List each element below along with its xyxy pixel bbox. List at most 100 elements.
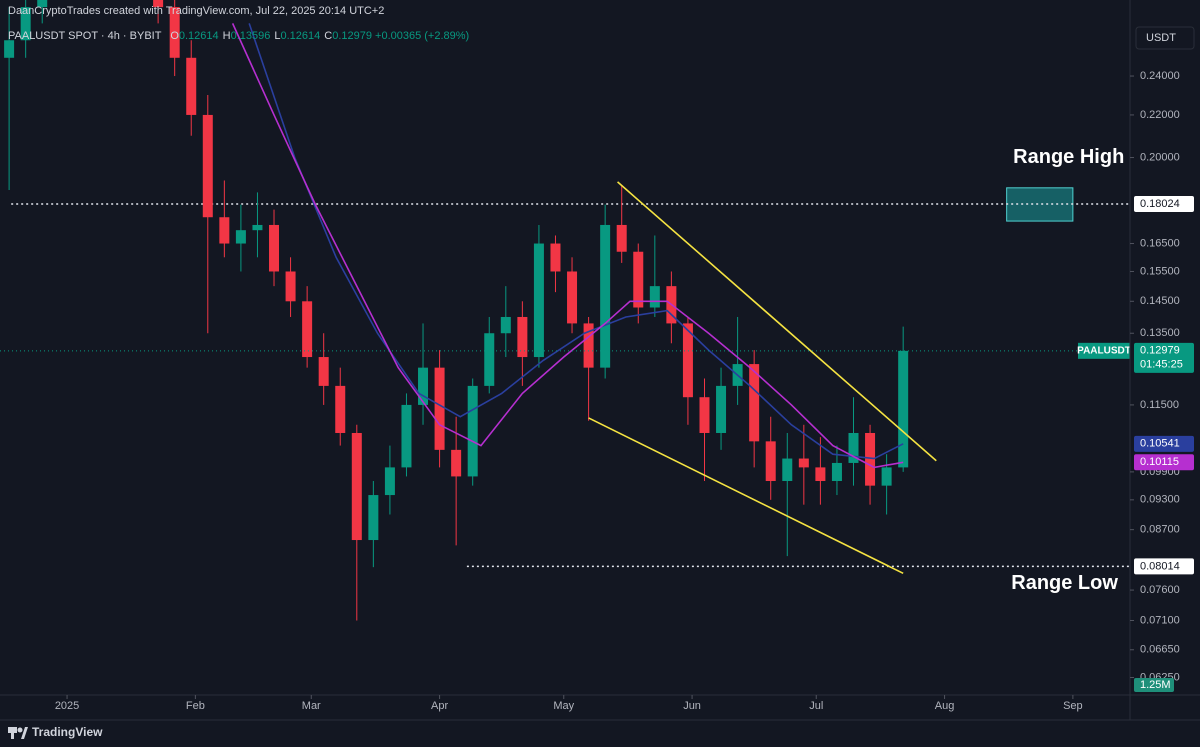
ohlc-key: L — [274, 30, 281, 42]
price-axis: 0.24000 0.22000 0.20000 0.16500 0.15500 0.145… — [0, 0, 1200, 720]
ohlc-value: 0.12614 — [280, 30, 321, 42]
x-tick-label: Feb — [186, 700, 205, 712]
candle-body — [235, 230, 246, 244]
x-tick-label: 2025 — [55, 700, 79, 712]
ohlc-value: 0.13596 — [230, 30, 271, 42]
annotation: Range Low — [1011, 572, 1118, 594]
ohlc-value: 0.12979 — [332, 30, 372, 42]
y-tick-label: 0.22000 — [1140, 109, 1180, 121]
change: +0.00365 (+2.89%) — [375, 30, 470, 42]
footer-bar — [0, 720, 1200, 747]
candle-body — [782, 458, 793, 482]
candle-body — [848, 432, 859, 463]
candle-body — [898, 350, 909, 468]
currency-button[interactable] — [1135, 26, 1195, 50]
candle-body — [682, 323, 693, 398]
candle-body — [285, 271, 296, 302]
candle-body — [600, 224, 611, 368]
candle-body — [384, 467, 395, 496]
candle-body — [500, 316, 511, 334]
attribution: DaanCryptoTrades created with TradingVie… — [8, 5, 385, 17]
volume-label-bg — [1134, 678, 1174, 692]
symbol: PAALUSDT SPOT · 4h · BYBIT — [8, 30, 162, 42]
x-tick-label: May — [553, 700, 574, 712]
ma-label: 0.10541 — [1140, 438, 1180, 450]
candle-body — [252, 224, 263, 231]
annotation: Range High — [1013, 146, 1124, 168]
price-label-bg — [1134, 342, 1194, 373]
candle-body — [616, 224, 627, 252]
y-tick-label: 0.24000 — [1140, 70, 1180, 82]
candle-body — [269, 224, 280, 272]
y-tick-label: 0.07600 — [1140, 584, 1180, 596]
price-label: 0.12979 — [1140, 345, 1180, 357]
candle-body — [881, 467, 892, 486]
candle-body — [153, 0, 164, 8]
plot-area: PAALUSDT — [0, 0, 1131, 621]
y-tick-label: 0.11500 — [1140, 399, 1179, 411]
candle-body — [451, 449, 462, 477]
candle-body — [4, 40, 15, 58]
symbol-tag: PAALUSDT — [1077, 345, 1131, 356]
y-tick-label: 0.13500 — [1140, 327, 1180, 339]
ma-label-bg — [1134, 435, 1194, 452]
moving-average — [231, 23, 904, 469]
candle-body — [550, 243, 561, 272]
currency-label[interactable]: USDT — [1146, 32, 1176, 44]
level-label: 0.08014 — [1140, 560, 1180, 572]
symbol-legend: PAALUSDT SPOT · 4h · BYBIT O0.12614 H0.13… — [8, 30, 469, 42]
candle-body — [583, 323, 594, 368]
trendline — [617, 181, 937, 462]
y-tick-label: 0.20000 — [1140, 151, 1180, 163]
x-tick-label: Apr — [431, 700, 448, 712]
candle-body — [368, 495, 379, 541]
y-tick-label: 0.15500 — [1140, 265, 1180, 277]
candle-body — [401, 404, 412, 468]
level-label-bg — [1134, 558, 1194, 575]
candle-body — [649, 286, 660, 308]
candle-body — [467, 385, 478, 477]
candle-body — [302, 301, 313, 358]
candle-body — [219, 217, 230, 244]
trendline — [588, 417, 904, 575]
x-tick-label: Mar — [302, 700, 321, 712]
candle-body — [20, 7, 31, 41]
tv-logo — [8, 727, 28, 739]
candle-body — [37, 0, 48, 8]
volume-label: 1.25M — [1140, 679, 1171, 691]
ohlc-value: 0.12614 — [178, 30, 219, 42]
y-tick-label: 0.09300 — [1140, 494, 1180, 506]
x-tick-label: Jul — [809, 700, 823, 712]
candle-body — [517, 316, 528, 358]
y-tick-label: 0.14500 — [1140, 295, 1180, 307]
moving-average — [248, 23, 904, 460]
x-tick-label: Jun — [683, 700, 701, 712]
symbol-tag-bg — [1078, 342, 1130, 359]
candle-body — [749, 364, 760, 442]
candle-body — [186, 57, 197, 115]
candle-body — [418, 367, 429, 405]
y-tick-label: 0.08700 — [1140, 524, 1180, 536]
candle-body — [765, 441, 776, 482]
candle-body — [798, 458, 809, 468]
candle-body — [335, 385, 346, 433]
x-tick-label: Sep — [1063, 700, 1083, 712]
candle-body — [202, 114, 213, 218]
candle-body — [716, 385, 727, 433]
y-tick-label: 0.07100 — [1140, 614, 1180, 626]
candle-body — [351, 432, 362, 541]
candle-body — [533, 243, 544, 358]
ohlc-key: C — [324, 30, 333, 42]
y-tick-label: 0.06650 — [1140, 644, 1180, 656]
x-tick-label: Aug — [935, 700, 955, 712]
candle-body — [567, 271, 578, 324]
ohlc: O0.12614 H0.13596 L0.12614 C0.12979 — [164, 30, 372, 42]
ma-label: 0.10115 — [1140, 456, 1179, 468]
ma-label-bg — [1134, 454, 1194, 471]
candle-body — [484, 333, 495, 386]
y-tick-label: 0.16500 — [1140, 237, 1180, 249]
candle-body — [831, 462, 842, 482]
level-label-bg — [1134, 196, 1194, 213]
candle-body — [318, 357, 329, 386]
